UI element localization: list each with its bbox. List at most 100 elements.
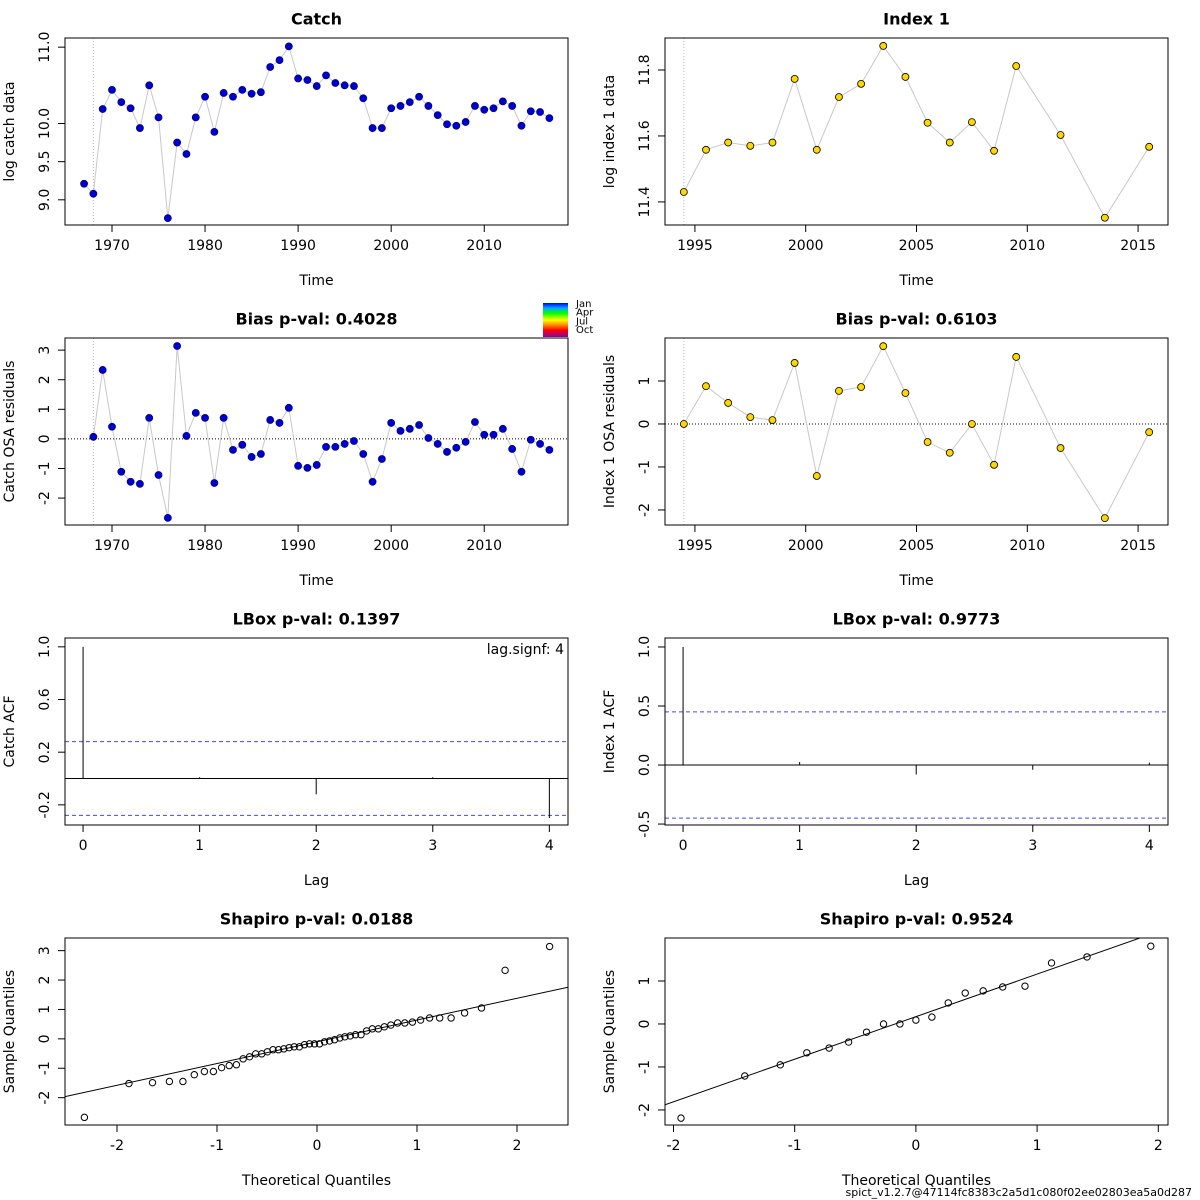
point xyxy=(1100,514,1109,523)
point xyxy=(252,1050,260,1058)
point xyxy=(790,74,799,83)
point xyxy=(377,124,386,132)
y-tick-label: -2 xyxy=(37,491,53,505)
point xyxy=(477,1004,486,1012)
point xyxy=(990,460,998,469)
x-axis-label: Lag xyxy=(904,873,929,889)
point xyxy=(80,179,88,188)
point xyxy=(1056,131,1065,139)
point xyxy=(266,416,275,424)
point xyxy=(526,435,535,444)
annotation: lag.signf: 4 xyxy=(487,642,564,658)
point xyxy=(967,118,976,127)
point xyxy=(425,1014,434,1022)
plot-box xyxy=(64,637,569,826)
point xyxy=(219,413,228,422)
y-tick-label: 9.0 xyxy=(37,189,53,211)
point xyxy=(173,138,182,147)
point xyxy=(1012,62,1021,70)
point xyxy=(508,102,517,110)
plot-box xyxy=(664,337,1169,526)
point xyxy=(245,1053,254,1061)
point xyxy=(229,92,237,101)
legend-label: Jan xyxy=(575,299,591,310)
point xyxy=(266,63,275,71)
point xyxy=(405,98,414,107)
point xyxy=(416,1016,425,1024)
point xyxy=(351,1031,360,1039)
point xyxy=(923,118,932,127)
y-tick-label: 0.6 xyxy=(37,688,53,710)
x-tick-label: 1995 xyxy=(677,538,713,554)
y-axis-label: Sample Quantiles xyxy=(2,970,18,1093)
x-tick-label: 3 xyxy=(1028,838,1037,854)
point xyxy=(443,448,451,456)
point xyxy=(508,445,517,453)
point xyxy=(945,448,954,457)
x-tick-label: 4 xyxy=(1145,838,1154,854)
point xyxy=(108,422,116,431)
x-axis-label: Theoretical Quantiles xyxy=(241,1173,391,1189)
y-tick-label: 11.4 xyxy=(637,186,653,217)
x-axis-label: Time xyxy=(298,273,333,289)
point xyxy=(210,127,219,136)
x-axis-label: Time xyxy=(898,273,933,289)
point xyxy=(517,121,526,130)
point xyxy=(460,1009,469,1017)
point xyxy=(325,1037,334,1045)
color-legend xyxy=(543,303,568,337)
y-tick-label: 2 xyxy=(37,375,53,384)
point xyxy=(702,145,710,154)
point xyxy=(498,424,507,433)
point xyxy=(300,1041,309,1049)
point xyxy=(896,1020,904,1028)
y-tick-label: -2 xyxy=(37,1091,53,1105)
x-axis-label: Theoretical Quantiles xyxy=(841,1173,991,1189)
point xyxy=(1100,213,1109,222)
x-tick-label: 2010 xyxy=(466,238,502,254)
point xyxy=(1012,353,1021,361)
point xyxy=(136,124,144,132)
x-axis-label: Time xyxy=(298,573,333,589)
point xyxy=(219,89,228,97)
y-tick-label: -2 xyxy=(637,1103,653,1117)
point xyxy=(310,1040,319,1048)
x-tick-label: 2005 xyxy=(899,538,935,554)
point xyxy=(835,93,843,101)
point xyxy=(1145,428,1154,437)
point xyxy=(967,420,976,428)
y-axis-label: log catch data xyxy=(2,81,18,181)
point xyxy=(238,440,247,449)
x-tick-label: 1970 xyxy=(94,538,130,554)
plot-box xyxy=(664,37,1169,226)
y-tick-label: 1 xyxy=(637,977,653,986)
panel xyxy=(665,338,1168,525)
point xyxy=(408,1018,417,1026)
point xyxy=(336,1034,344,1042)
point xyxy=(945,138,954,147)
series-line xyxy=(92,345,550,519)
y-tick-label: 1 xyxy=(637,377,653,386)
point xyxy=(380,1023,389,1031)
y-tick-label: 0 xyxy=(37,1034,53,1043)
point xyxy=(275,419,284,427)
point xyxy=(315,1040,324,1048)
y-tick-label: -1 xyxy=(37,462,53,476)
point xyxy=(396,427,405,435)
y-axis-label: Catch OSA residuals xyxy=(2,361,18,503)
point xyxy=(303,76,312,84)
point xyxy=(269,1046,277,1054)
point xyxy=(117,467,126,476)
x-tick-label: 2000 xyxy=(788,538,824,554)
point xyxy=(256,450,265,458)
panel-title: Catch xyxy=(291,10,342,29)
qq-line xyxy=(665,938,1142,1106)
point xyxy=(284,42,293,51)
point xyxy=(1145,142,1154,151)
point xyxy=(89,189,98,198)
point xyxy=(377,455,386,463)
point xyxy=(452,121,461,130)
point xyxy=(702,382,710,391)
point xyxy=(536,440,544,448)
y-tick-label: 0.5 xyxy=(637,695,653,717)
